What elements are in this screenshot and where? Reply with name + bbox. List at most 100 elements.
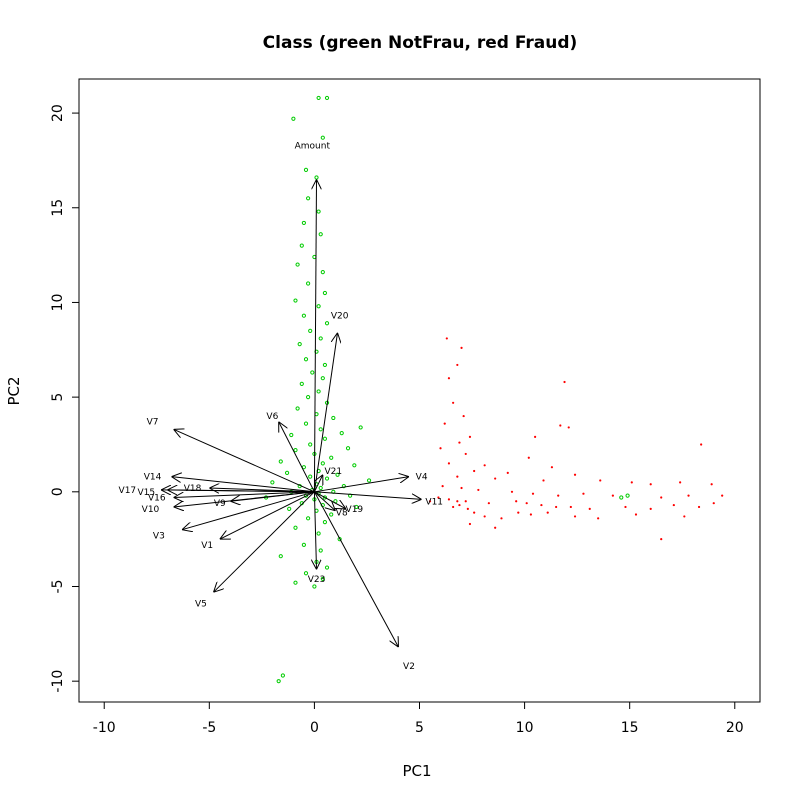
point-fraud bbox=[437, 496, 440, 499]
point-notfraud bbox=[316, 209, 321, 214]
point-notfraud bbox=[293, 580, 298, 585]
point-fraud bbox=[683, 515, 686, 518]
point-notfraud bbox=[318, 427, 323, 432]
point-fraud bbox=[468, 522, 472, 526]
point-notfraud bbox=[308, 328, 313, 333]
point-fraud bbox=[506, 471, 509, 474]
point-notfraud bbox=[303, 571, 309, 576]
point-notfraud bbox=[295, 262, 300, 267]
point-notfraud bbox=[318, 336, 323, 341]
point-fraud bbox=[458, 441, 461, 444]
point-fraud bbox=[567, 426, 570, 429]
arrow-v3 bbox=[182, 491, 315, 530]
point-fraud bbox=[660, 538, 663, 541]
point-notfraud bbox=[316, 304, 321, 309]
point-notfraud bbox=[352, 463, 357, 468]
point-fraud bbox=[597, 517, 600, 520]
point-notfraud bbox=[308, 442, 313, 447]
x-tick-label: 15 bbox=[621, 720, 639, 736]
arrow-label-v7: V7 bbox=[147, 418, 159, 428]
arrow-label-v20: V20 bbox=[331, 312, 349, 322]
arrow-v16 bbox=[174, 491, 315, 498]
arrow-amount bbox=[314, 179, 316, 492]
point-fraud bbox=[460, 346, 463, 349]
arrow-label-v8: V8 bbox=[336, 509, 348, 519]
arrow-v20 bbox=[313, 333, 337, 492]
x-tick-label: 5 bbox=[415, 720, 424, 736]
point-fraud bbox=[534, 435, 537, 438]
arrow-v10 bbox=[174, 491, 315, 507]
point-notfraud bbox=[284, 470, 290, 475]
point-fraud bbox=[630, 481, 633, 484]
arrow-label-v18: V18 bbox=[184, 484, 202, 494]
point-fraud bbox=[542, 479, 545, 482]
arrow-label-v16: V16 bbox=[148, 493, 166, 503]
point-fraud bbox=[460, 486, 463, 490]
arrow-v8 bbox=[314, 491, 335, 511]
arrow-label-v10: V10 bbox=[142, 505, 160, 515]
point-notfraud bbox=[306, 516, 311, 521]
point-notfraud bbox=[291, 116, 296, 121]
point-notfraud bbox=[289, 432, 294, 438]
x-tick-label: -10 bbox=[93, 720, 116, 736]
point-notfraud bbox=[306, 196, 311, 201]
point-fraud bbox=[555, 505, 558, 509]
point-fraud bbox=[428, 500, 432, 503]
x-tick-label: 20 bbox=[726, 720, 744, 736]
point-notfraud bbox=[303, 357, 309, 362]
point-notfraud bbox=[295, 406, 300, 411]
point-notfraud bbox=[339, 431, 344, 436]
point-notfraud bbox=[293, 298, 298, 303]
x-axis-label: PC1 bbox=[402, 762, 431, 780]
point-notfraud bbox=[303, 421, 309, 426]
point-fraud bbox=[559, 424, 562, 427]
arrow-v5 bbox=[214, 491, 315, 592]
point-fraud bbox=[494, 477, 497, 480]
arrow-label-v1: V1 bbox=[201, 541, 213, 551]
point-notfraud bbox=[358, 425, 363, 430]
point-fraud bbox=[510, 490, 514, 493]
arrow-label-amount: Amount bbox=[295, 141, 331, 151]
point-fraud bbox=[466, 507, 469, 510]
point-notfraud bbox=[320, 270, 325, 275]
point-notfraud bbox=[322, 520, 328, 525]
point-fraud bbox=[712, 502, 715, 505]
point-notfraud bbox=[316, 531, 321, 536]
point-notfraud bbox=[278, 459, 283, 464]
point-notfraud bbox=[299, 243, 304, 248]
point-notfraud bbox=[619, 495, 624, 500]
point-notfraud bbox=[625, 493, 630, 498]
point-notfraud bbox=[278, 554, 283, 559]
arrow-v18 bbox=[209, 488, 315, 492]
arrow-label-v2: V2 bbox=[403, 662, 415, 672]
y-axis-label: PC2 bbox=[5, 376, 23, 405]
point-notfraud bbox=[329, 512, 334, 517]
arrow-label-v14: V14 bbox=[144, 473, 162, 483]
point-fraud bbox=[473, 511, 476, 514]
point-fraud bbox=[679, 481, 682, 484]
point-notfraud bbox=[293, 525, 298, 530]
point-fraud bbox=[529, 513, 532, 516]
point-notfraud bbox=[345, 446, 351, 451]
arrow-label-v15: V15 bbox=[137, 488, 155, 498]
point-fraud bbox=[573, 473, 577, 476]
point-notfraud bbox=[335, 472, 340, 477]
point-fraud bbox=[611, 494, 614, 497]
point-fraud bbox=[483, 464, 486, 467]
point-fraud bbox=[588, 507, 591, 510]
point-fraud bbox=[697, 505, 701, 509]
point-notfraud bbox=[331, 415, 336, 421]
arrow-v15 bbox=[167, 490, 315, 492]
point-fraud bbox=[447, 377, 451, 380]
point-fraud bbox=[473, 469, 476, 473]
arrow-label-v11: V11 bbox=[425, 497, 443, 507]
y-tick-label: -5 bbox=[50, 580, 66, 594]
arrow-v19 bbox=[314, 491, 346, 509]
chart-title: Class (green NotFrau, red Fraud) bbox=[263, 33, 578, 53]
point-notfraud bbox=[270, 480, 275, 485]
arrow-label-v19: V19 bbox=[346, 505, 364, 515]
point-fraud bbox=[599, 479, 602, 482]
point-fraud bbox=[649, 483, 652, 486]
point-notfraud bbox=[308, 474, 313, 479]
